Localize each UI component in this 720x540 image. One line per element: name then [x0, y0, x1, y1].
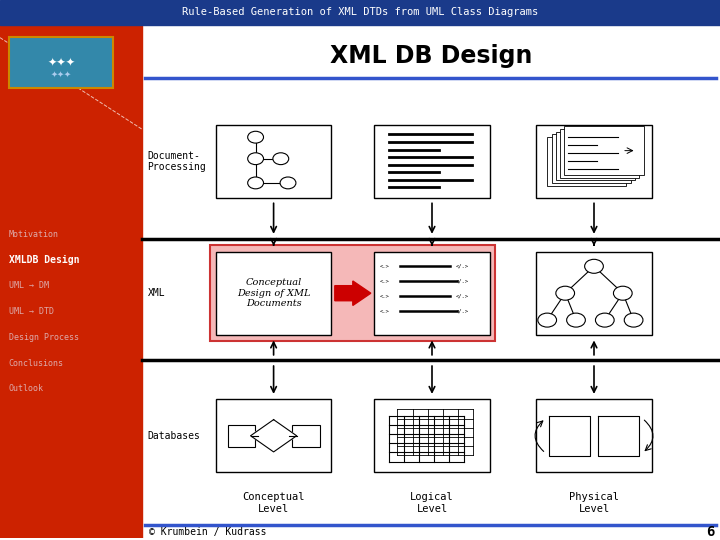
Circle shape — [556, 286, 575, 300]
Text: Motivation: Motivation — [9, 230, 58, 239]
Bar — [0, 0, 720, 25]
Bar — [560, 129, 639, 178]
Text: ✦✦✦: ✦✦✦ — [50, 70, 72, 79]
Circle shape — [538, 313, 557, 327]
Text: © Krumbein / Kudrass: © Krumbein / Kudrass — [149, 526, 266, 537]
Text: Conceptual
Level: Conceptual Level — [243, 492, 305, 514]
Circle shape — [613, 286, 632, 300]
Bar — [374, 400, 490, 472]
Circle shape — [248, 131, 264, 143]
Text: <.>: <.> — [379, 279, 390, 284]
Text: Rule-Based Generation of XML DTDs from UML Class Diagrams: Rule-Based Generation of XML DTDs from U… — [182, 8, 538, 17]
Bar — [547, 137, 626, 186]
Bar — [556, 132, 635, 180]
Bar — [536, 125, 652, 198]
Circle shape — [273, 153, 289, 165]
Bar — [216, 125, 331, 198]
Text: Physical
Level: Physical Level — [569, 492, 619, 514]
Text: <.>: <.> — [379, 264, 390, 269]
Text: Design Process: Design Process — [9, 333, 78, 342]
Text: UML → DM: UML → DM — [9, 281, 49, 290]
Text: ✦✦✦: ✦✦✦ — [47, 58, 76, 68]
Polygon shape — [251, 420, 297, 452]
Bar — [536, 400, 652, 472]
Text: 6: 6 — [706, 524, 715, 538]
Circle shape — [595, 313, 614, 327]
Text: XML DB Design: XML DB Design — [330, 44, 532, 69]
Bar — [374, 252, 490, 335]
Text: </.>: </.> — [456, 279, 469, 284]
Bar — [9, 37, 113, 88]
Text: Conclusions: Conclusions — [9, 359, 63, 368]
Text: <.>: <.> — [379, 294, 390, 299]
Polygon shape — [335, 281, 371, 306]
Text: Outlook: Outlook — [9, 384, 44, 394]
Bar — [374, 125, 490, 198]
Circle shape — [280, 177, 296, 189]
Bar — [228, 425, 255, 447]
Bar — [292, 425, 320, 447]
Bar — [216, 252, 331, 335]
Bar — [210, 245, 495, 341]
Text: Logical
Level: Logical Level — [410, 492, 454, 514]
Text: <.>: <.> — [379, 309, 390, 314]
Bar — [536, 252, 652, 335]
Circle shape — [624, 313, 643, 327]
Circle shape — [567, 313, 585, 327]
Text: XML: XML — [148, 288, 165, 298]
Bar — [142, 25, 720, 538]
Text: Conceptual
Design of XML
Documents: Conceptual Design of XML Documents — [237, 278, 310, 308]
Text: </.>: </.> — [456, 264, 469, 269]
Text: </.>: </.> — [456, 309, 469, 314]
Circle shape — [248, 153, 264, 165]
Bar — [552, 134, 631, 183]
Text: XMLDB Design: XMLDB Design — [9, 255, 79, 265]
Bar — [216, 400, 331, 472]
Text: Document-
Processing: Document- Processing — [148, 151, 207, 172]
Circle shape — [248, 177, 264, 189]
Text: Databases: Databases — [148, 431, 200, 441]
Text: </.>: </.> — [456, 294, 469, 299]
Circle shape — [585, 259, 603, 273]
Bar — [564, 126, 644, 175]
Bar — [0, 25, 142, 538]
Text: UML → DTD: UML → DTD — [9, 307, 53, 316]
